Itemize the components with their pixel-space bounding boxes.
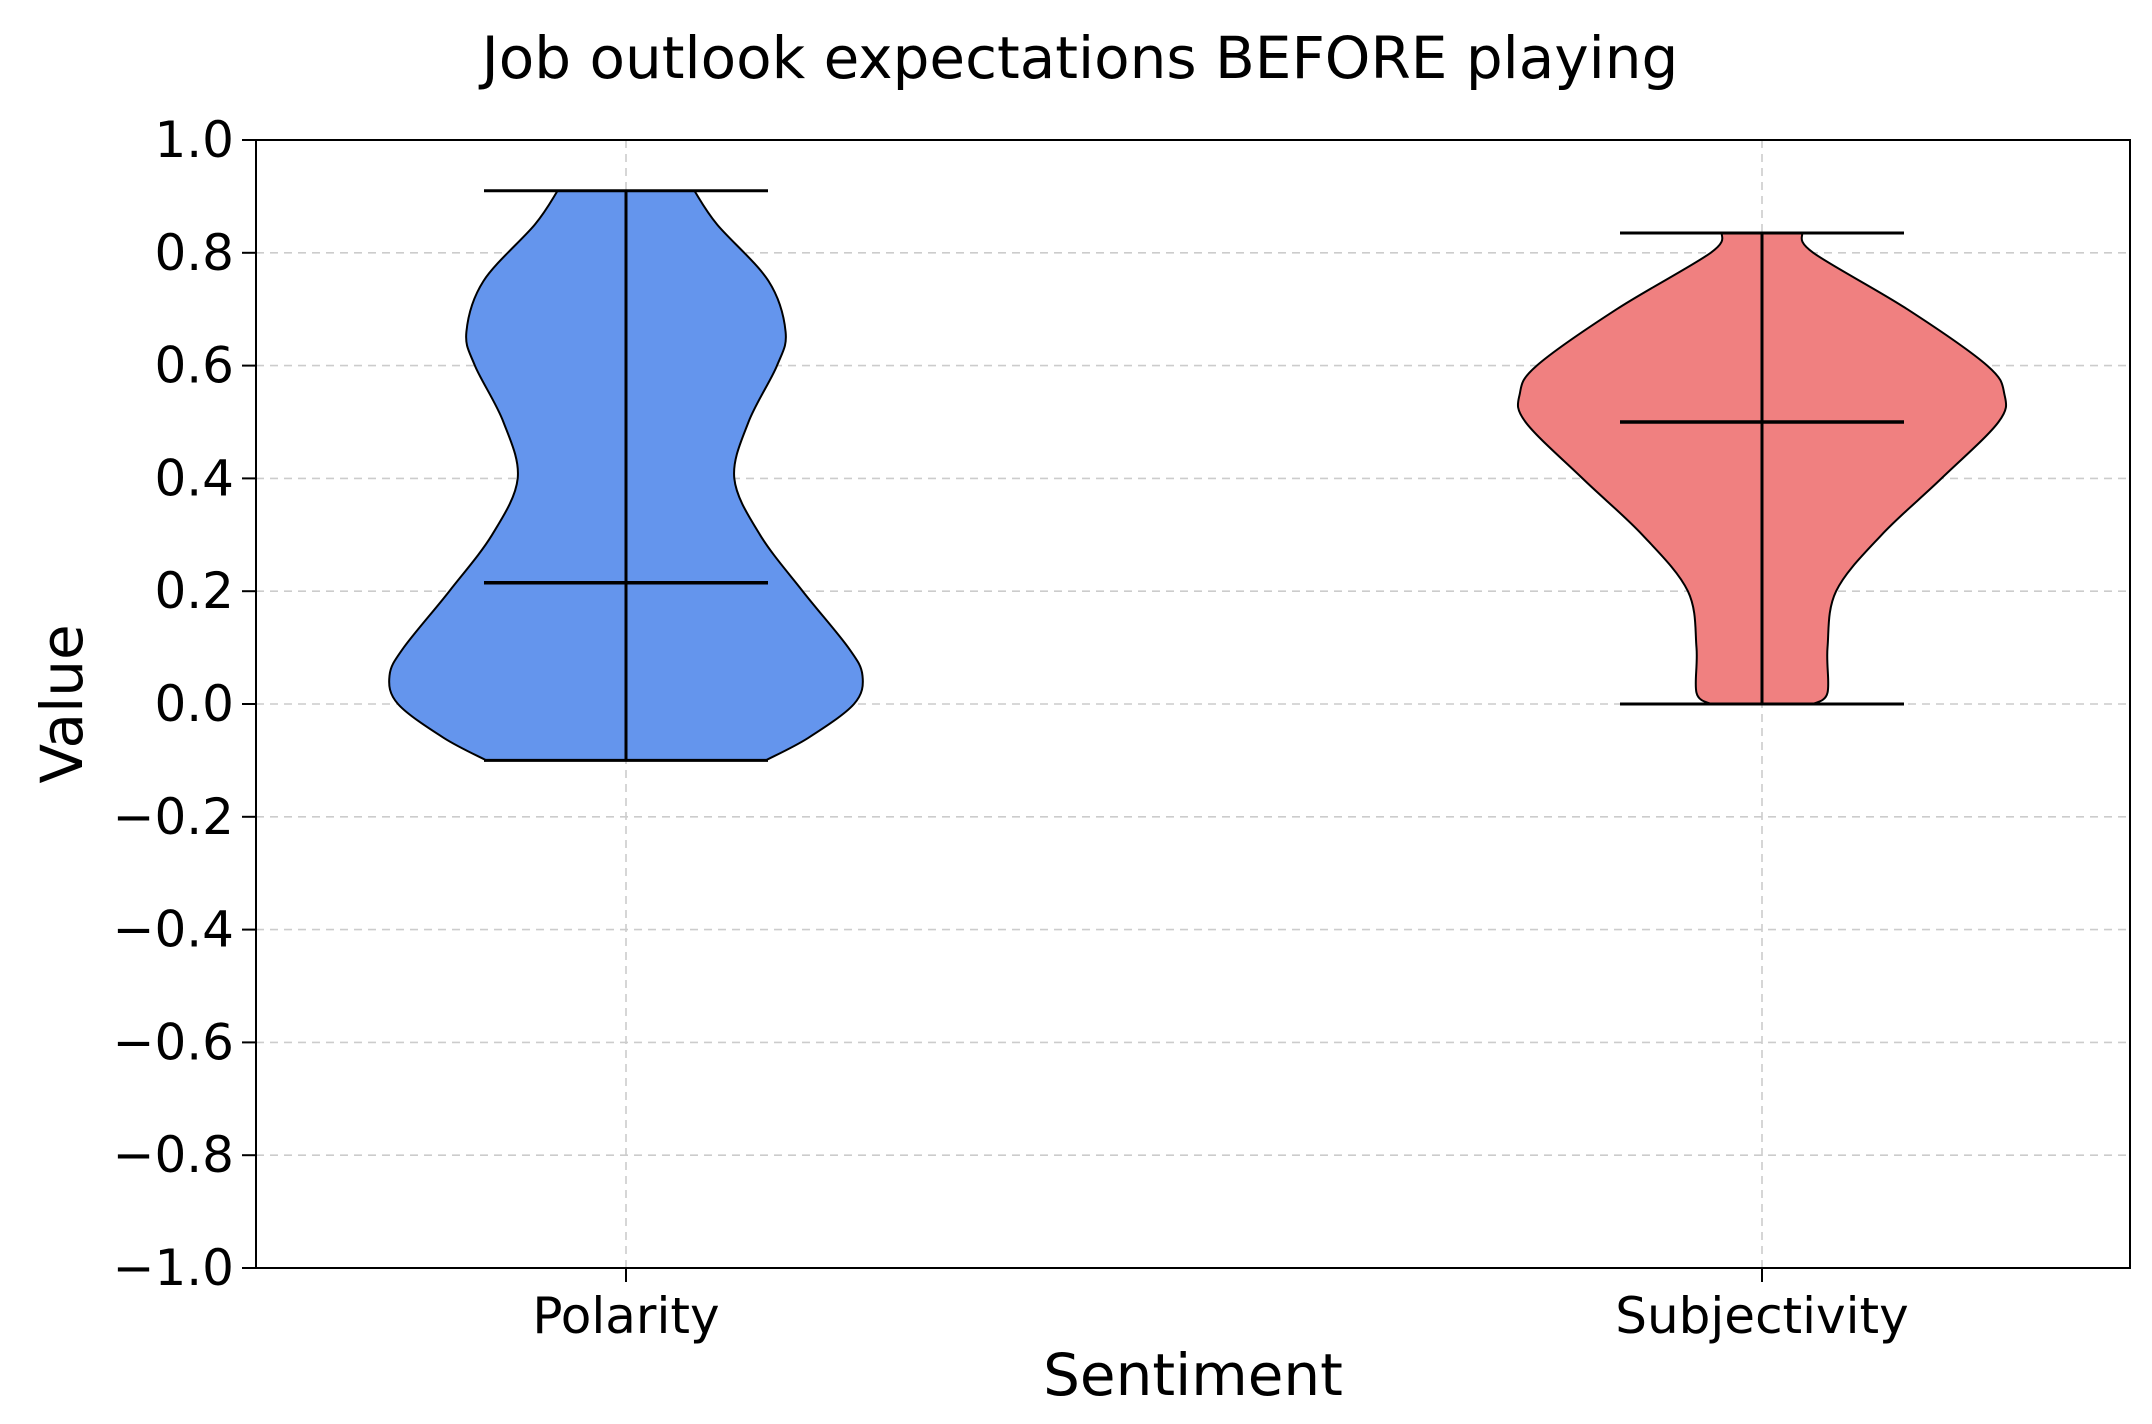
x-tick-label-polarity: Polarity xyxy=(532,1287,719,1345)
y-tick-label: 0.0 xyxy=(154,675,234,733)
y-tick-label: 0.4 xyxy=(154,449,234,507)
y-tick-label: −0.6 xyxy=(113,1013,234,1071)
y-tick-label: −0.8 xyxy=(113,1126,234,1184)
y-tick-label: 0.6 xyxy=(154,337,234,395)
y-tick-label: −0.2 xyxy=(113,788,234,846)
y-tick-label: −1.0 xyxy=(113,1239,234,1297)
tick-layer: −1.0 −0.8 −0.6 −0.4 −0.2 0.0 0.2 0.4 0.6 0.8 1.0 Po… xyxy=(113,111,1909,1345)
chart-title: Job outlook expectations BEFORE playing xyxy=(479,24,1679,92)
y-tick-label: 1.0 xyxy=(154,111,234,169)
x-tick-label-subjectivity: Subjectivity xyxy=(1615,1287,1908,1345)
y-tick-label: −0.4 xyxy=(113,901,234,959)
violin-layer xyxy=(388,189,2008,762)
y-axis-label: Value xyxy=(28,624,96,783)
x-axis-label: Sentiment xyxy=(1043,1341,1343,1409)
y-tick-label: 0.2 xyxy=(154,562,234,620)
y-tick-label: 0.8 xyxy=(154,224,234,282)
